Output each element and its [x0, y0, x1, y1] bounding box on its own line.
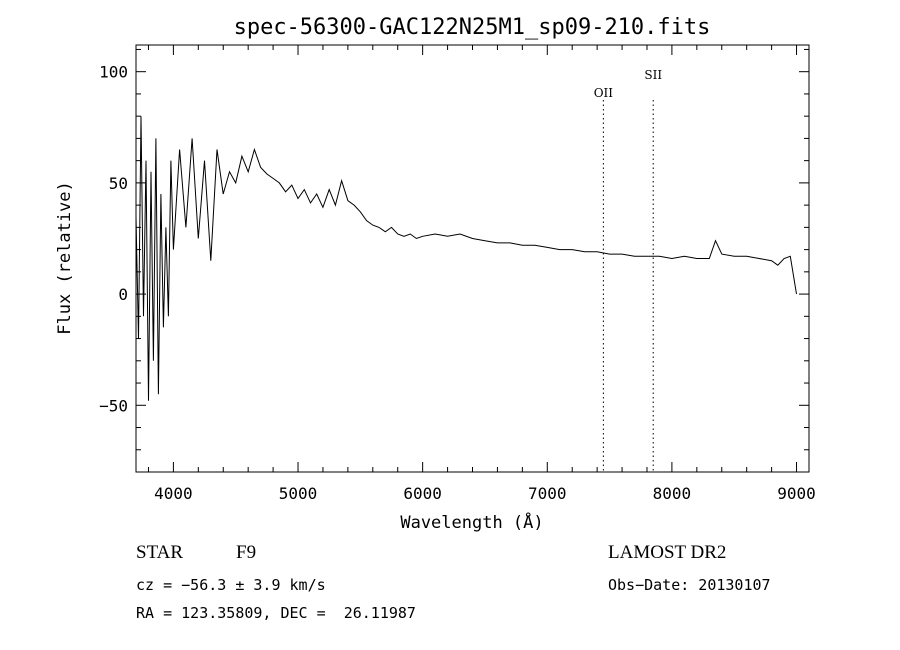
- x-tick-label: 5000: [279, 484, 318, 503]
- y-tick-label: −50: [99, 396, 128, 415]
- line-annotations: OII SII: [594, 68, 662, 472]
- annotation-label: SII: [644, 68, 662, 82]
- y-tick-label: 100: [99, 63, 128, 82]
- y-tick-label: 0: [118, 285, 128, 304]
- x-tick-label: 8000: [653, 484, 692, 503]
- y-axis-label: Flux (relative): [55, 181, 75, 335]
- x-tick-label: 6000: [403, 484, 442, 503]
- survey-label: LAMOST DR2: [608, 542, 727, 563]
- y-axis-ticks: −50 0 50 100: [99, 48, 809, 451]
- coordinates: RA = 123.35809, DEC = 26.11987: [136, 604, 416, 622]
- spectrum-line: [135, 116, 797, 401]
- x-tick-label: 7000: [528, 484, 567, 503]
- x-axis-ticks: 4000 5000 6000 7000 8000 9000: [147, 45, 816, 503]
- observation-date: Obs−Date: 20130107: [608, 576, 771, 594]
- spectral-subclass: F9: [236, 542, 257, 563]
- x-tick-label: 9000: [777, 484, 816, 503]
- x-tick-label: 4000: [154, 484, 193, 503]
- redshift-cz: cz = −56.3 ± 3.9 km/s: [136, 576, 326, 594]
- y-tick-label: 50: [109, 174, 128, 193]
- x-axis-label: Wavelength (Å): [400, 511, 543, 533]
- object-class: STAR: [136, 542, 184, 563]
- chart-title: spec-56300-GAC122N25M1_sp09-210.fits: [234, 15, 711, 40]
- annotation-label: OII: [594, 86, 614, 100]
